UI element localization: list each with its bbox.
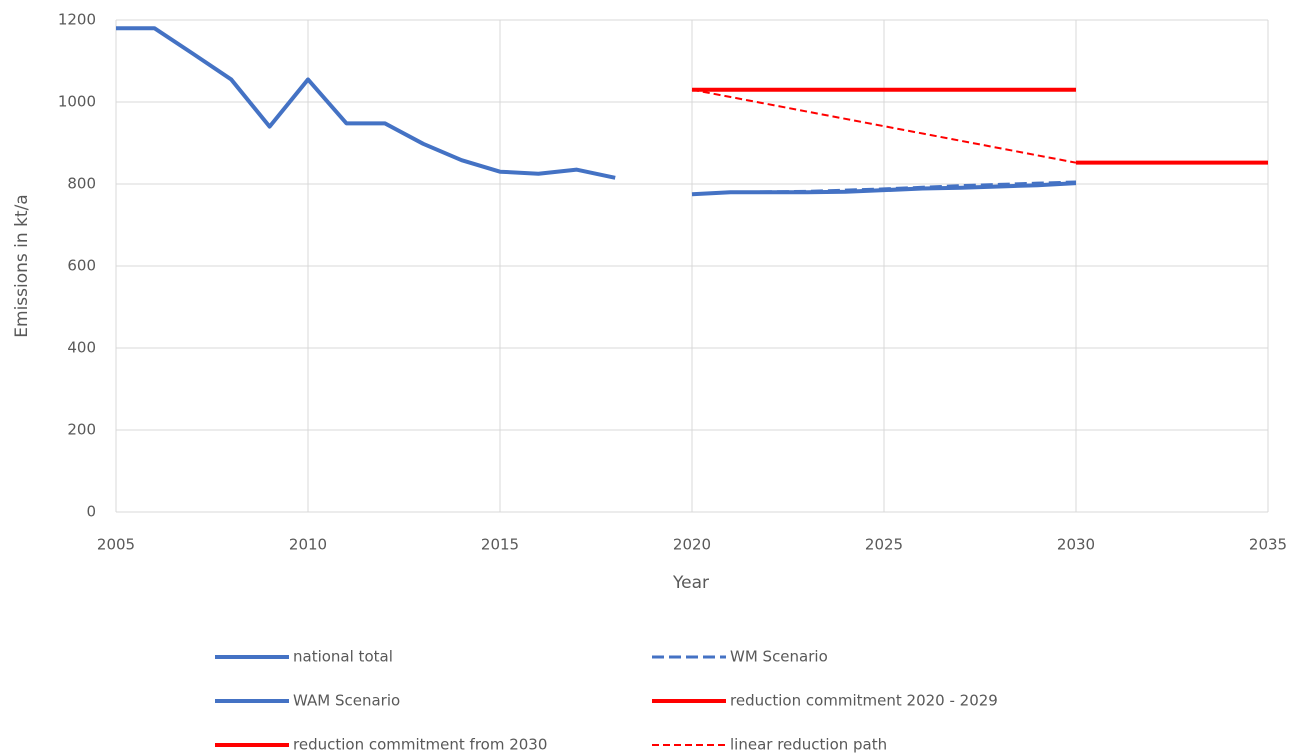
y-tick-label: 1200: [58, 11, 96, 29]
legend-label: reduction commitment from 2030: [293, 736, 547, 754]
x-tick-label: 2010: [289, 536, 327, 554]
legend-label: WAM Scenario: [293, 692, 400, 710]
legend-label: WM Scenario: [730, 648, 828, 666]
series-line: [691, 180, 1077, 196]
x-tick-label: 2015: [481, 536, 519, 554]
x-axis-label: Year: [672, 573, 709, 593]
y-tick-label: 400: [67, 339, 96, 357]
legend-label: linear reduction path: [730, 736, 887, 754]
x-tick-label: 2035: [1249, 536, 1287, 554]
series-line: [116, 26, 616, 180]
y-tick-label: 800: [67, 175, 96, 193]
x-tick-label: 2025: [865, 536, 903, 554]
x-tick-label: 2020: [673, 536, 711, 554]
y-tick-label: 0: [86, 503, 96, 521]
x-tick-label: 2005: [97, 536, 135, 554]
y-axis-label: Emissions in kt/a: [12, 194, 32, 337]
y-tick-label: 200: [67, 421, 96, 439]
series-line: [691, 88, 1077, 164]
y-tick-label: 600: [67, 257, 96, 275]
legend-label: reduction commitment 2020 - 2029: [730, 692, 998, 710]
x-tick-label: 2030: [1057, 536, 1095, 554]
legend-label: national total: [293, 648, 393, 666]
y-tick-label: 1000: [58, 93, 96, 111]
